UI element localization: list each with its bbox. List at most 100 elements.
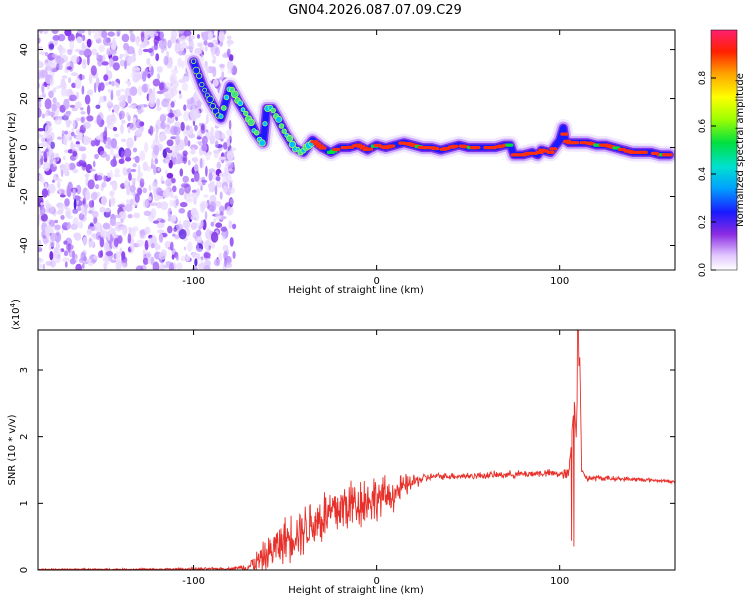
noise-blob (86, 228, 93, 235)
noise-blob (133, 212, 141, 219)
noise-blob (33, 203, 35, 208)
ridge-point (192, 66, 201, 75)
noise-blob (158, 82, 165, 91)
noise-blob (142, 249, 147, 255)
noise-blob (61, 82, 67, 90)
noise-blob (186, 255, 191, 262)
noise-blob (108, 57, 113, 68)
noise-blob (175, 223, 184, 230)
noise-blob (185, 197, 194, 203)
noise-blob (49, 232, 58, 242)
noise-blob (200, 124, 206, 134)
snr-scale-prefix: (x10 (11, 307, 22, 330)
noise-blob (149, 202, 158, 207)
colorbar-ticks: 0.0 0.2 0.4 0.6 0.8 (698, 71, 716, 277)
noise-blob (182, 157, 187, 162)
noise-blob (119, 88, 125, 93)
colorbar: 0.0 0.2 0.4 0.6 0.8 Normalized spectral ampl… (698, 29, 746, 277)
noise-blob (57, 33, 66, 42)
noise-blob (155, 132, 159, 142)
spectrogram-frame (37, 29, 676, 271)
noise-blob (32, 226, 37, 229)
noise-blob (59, 52, 63, 57)
noise-blob (95, 104, 101, 110)
noise-blob (68, 162, 76, 171)
noise-blob (226, 60, 234, 70)
ridge-point (472, 146, 481, 150)
noise-blob (180, 255, 186, 262)
noise-blob (89, 168, 96, 172)
noise-blob (182, 219, 191, 229)
noise-blob (97, 59, 103, 67)
noise-blob (119, 59, 125, 67)
noise-blob (179, 168, 184, 177)
noise-blob (175, 255, 179, 261)
noise-blob (166, 139, 174, 147)
noise-blob (40, 69, 48, 78)
noise-blob (38, 239, 42, 249)
noise-blob (183, 73, 190, 83)
noise-blob (107, 88, 112, 94)
noise-blob (164, 82, 172, 89)
noise-blob (105, 65, 109, 75)
noise-blob (112, 37, 116, 45)
noise-blob (80, 206, 85, 216)
noise-blob (134, 155, 140, 164)
noise-blob (92, 210, 99, 218)
noise-blob (149, 125, 154, 136)
noise-blob (137, 104, 143, 115)
noise-blob (39, 30, 43, 34)
noise-blob (95, 184, 100, 190)
noise-blob (112, 126, 118, 132)
noise-blob (197, 42, 203, 48)
noise-blob (214, 200, 221, 207)
noise-blob (200, 200, 209, 209)
noise-blob (92, 30, 100, 34)
noise-blob (107, 31, 115, 37)
noise-blob (228, 179, 234, 183)
colorbar-tick-label: 0.6 (698, 119, 708, 134)
noise-blob (41, 137, 46, 143)
noise-blob (107, 172, 111, 179)
ridge-point (196, 72, 203, 79)
noise-blob (81, 59, 87, 69)
noise-blob (35, 82, 38, 87)
snr-scale-close: ) (11, 299, 22, 303)
noise-blob (188, 130, 192, 136)
noise-blob (88, 210, 93, 214)
noise-blob (73, 143, 76, 150)
noise-blob (174, 121, 181, 127)
noise-blob (157, 244, 161, 250)
noise-blob (38, 159, 42, 169)
noise-blob (90, 240, 95, 247)
noise-blob (230, 147, 237, 152)
noise-blob (218, 252, 223, 262)
noise-blob (124, 60, 127, 70)
noise-blob (197, 262, 206, 270)
noise-blob (125, 80, 131, 84)
noise-blob (171, 68, 179, 75)
snr-background (38, 330, 675, 570)
ridge-point (223, 94, 230, 101)
noise-blob (42, 263, 46, 270)
noise-blob (93, 216, 98, 225)
noise-blob (105, 154, 111, 162)
noise-blob (86, 115, 94, 122)
noise-blob (192, 266, 198, 270)
noise-blob (73, 198, 77, 210)
noise-blob (122, 167, 128, 176)
noise-blob (105, 140, 109, 149)
noise-blob (206, 113, 209, 124)
noise-blob (172, 214, 177, 222)
noise-blob (166, 172, 174, 179)
ridge-point (560, 132, 569, 136)
noise-blob (159, 262, 165, 270)
noise-blob (75, 134, 82, 141)
noise-blob (75, 141, 80, 145)
noise-blob (95, 175, 103, 181)
noise-blob (194, 258, 198, 267)
noise-blob (150, 208, 157, 219)
ridge-point (365, 147, 374, 151)
noise-blob (44, 183, 48, 190)
noise-blob (40, 202, 44, 206)
